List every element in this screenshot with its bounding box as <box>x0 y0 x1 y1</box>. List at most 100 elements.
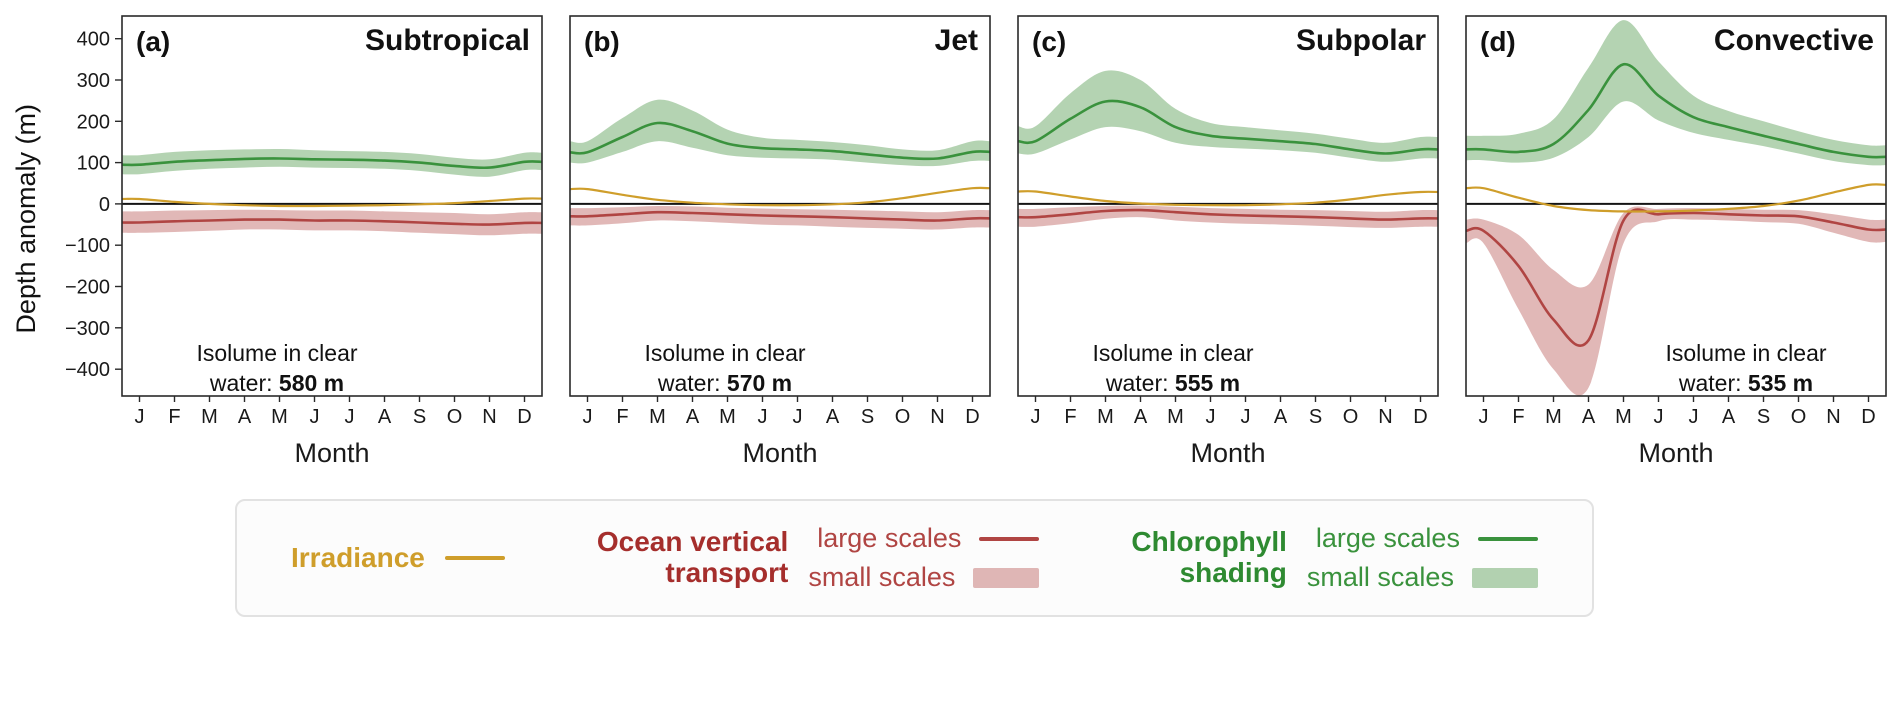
panel-letter: (a) <box>136 26 171 57</box>
svg-text:J: J <box>1241 406 1251 428</box>
panel-letter: (d) <box>1480 26 1516 57</box>
svg-text:D: D <box>1861 406 1875 428</box>
svg-text:J: J <box>1479 406 1489 428</box>
legend-row-chl-large: large scales <box>1307 523 1538 554</box>
svg-text:M: M <box>719 406 736 428</box>
svg-text:O: O <box>447 406 463 428</box>
svg-text:N: N <box>930 406 944 428</box>
svg-text:−400: −400 <box>65 359 110 381</box>
legend-chlorophyll-rows: large scales small scales <box>1307 523 1538 593</box>
svg-text:−200: −200 <box>65 277 110 299</box>
isolume-prefix: water: <box>209 370 279 397</box>
isolume-value: 570 m <box>726 370 793 397</box>
svg-text:200: 200 <box>77 111 110 133</box>
svg-text:M: M <box>1545 406 1562 428</box>
x-axis-label: Month <box>1190 438 1266 468</box>
svg-text:F: F <box>1512 406 1524 428</box>
isolume-line2: water: 580 m <box>162 369 392 399</box>
svg-text:J: J <box>1031 406 1041 428</box>
isolume-prefix: water: <box>1105 370 1175 397</box>
panel-letter: (c) <box>1032 26 1067 57</box>
panel-subtropical: J F M A M J J A S O N D 400 300 200 100 0 −100 −200 −300 −40… <box>60 8 548 469</box>
svg-text:S: S <box>1757 406 1770 428</box>
legend-chlorophyll-label: Chlorophyll shading <box>1131 526 1287 589</box>
svg-text:S: S <box>861 406 874 428</box>
isolume-value: 535 m <box>1747 370 1814 397</box>
x-axis-label: Month <box>742 438 818 468</box>
isolume-annotation: Isolume in clear water: 580 m <box>162 339 392 399</box>
svg-text:F: F <box>1064 406 1076 428</box>
svg-text:J: J <box>1689 406 1699 428</box>
svg-text:J: J <box>310 406 320 428</box>
transport-large-scales-label: large scales <box>817 523 962 553</box>
svg-text:A: A <box>378 406 392 428</box>
legend-row-chl-small: small scales <box>1307 562 1538 593</box>
panel-title: Subpolar <box>1295 24 1426 57</box>
svg-text:M: M <box>649 406 666 428</box>
svg-text:N: N <box>1378 406 1392 428</box>
transport-band-swatch <box>973 567 1040 588</box>
legend-group-irradiance: Irradiance <box>291 541 505 574</box>
svg-text:M: M <box>1167 406 1184 428</box>
legend-irradiance-label: Irradiance <box>291 541 425 573</box>
isolume-line2: water: 535 m <box>1626 369 1866 399</box>
svg-text:M: M <box>1615 406 1632 428</box>
svg-text:300: 300 <box>77 70 110 92</box>
svg-text:J: J <box>1206 406 1216 428</box>
svg-text:F: F <box>616 406 628 428</box>
svg-text:J: J <box>135 406 145 428</box>
svg-text:N: N <box>482 406 496 428</box>
legend-transport-label: Ocean vertical transport <box>596 526 789 589</box>
isolume-prefix: water: <box>657 370 727 397</box>
x-axis-label: Month <box>1638 438 1714 468</box>
isolume-line2: water: 570 m <box>610 369 840 399</box>
svg-text:A: A <box>826 406 840 428</box>
transport-small-scales-label: small scales <box>808 562 956 592</box>
svg-text:0: 0 <box>99 194 110 216</box>
svg-text:O: O <box>1791 406 1807 428</box>
panel-title: Convective <box>1713 24 1874 57</box>
svg-text:100: 100 <box>77 153 110 175</box>
isolume-line1: Isolume in clear <box>1665 340 1827 367</box>
chlorophyll-band-swatch <box>1471 567 1538 588</box>
legend-chlorophyll-line1: Chlorophyll <box>1131 526 1287 558</box>
svg-text:−100: −100 <box>65 235 110 257</box>
svg-text:A: A <box>1582 406 1596 428</box>
isolume-line2: water: 555 m <box>1058 369 1288 399</box>
svg-text:N: N <box>1826 406 1840 428</box>
legend-row-transport-small: small scales <box>808 562 1040 593</box>
svg-text:D: D <box>965 406 979 428</box>
svg-text:M: M <box>271 406 288 428</box>
svg-text:A: A <box>1274 406 1288 428</box>
legend-transport-line1: Ocean vertical <box>596 526 789 558</box>
panel-title: Subtropical <box>364 24 530 57</box>
svg-text:F: F <box>168 406 180 428</box>
legend: Irradiance Ocean vertical transport larg… <box>235 499 1594 617</box>
svg-text:J: J <box>583 406 593 428</box>
svg-text:J: J <box>793 406 803 428</box>
svg-text:A: A <box>238 406 252 428</box>
panel-letter: (b) <box>584 26 620 57</box>
svg-text:O: O <box>1343 406 1359 428</box>
y-axis-label-column: Depth anomaly (m) <box>6 8 46 430</box>
svg-text:J: J <box>758 406 768 428</box>
figure-row: Depth anomaly (m) J F M A M J J A S O N D 400 300 200 1… <box>6 8 1892 469</box>
isolume-value: 555 m <box>1174 370 1241 397</box>
svg-text:D: D <box>517 406 531 428</box>
chl-small-scales-label: small scales <box>1306 562 1454 592</box>
svg-text:A: A <box>1134 406 1148 428</box>
isolume-line1: Isolume in clear <box>644 340 806 367</box>
svg-text:J: J <box>1654 406 1664 428</box>
svg-text:A: A <box>686 406 700 428</box>
isolume-prefix: water: <box>1678 370 1748 397</box>
isolume-line1: Isolume in clear <box>196 340 358 367</box>
transport-line-swatch <box>979 536 1040 541</box>
svg-text:M: M <box>201 406 218 428</box>
svg-text:O: O <box>895 406 911 428</box>
